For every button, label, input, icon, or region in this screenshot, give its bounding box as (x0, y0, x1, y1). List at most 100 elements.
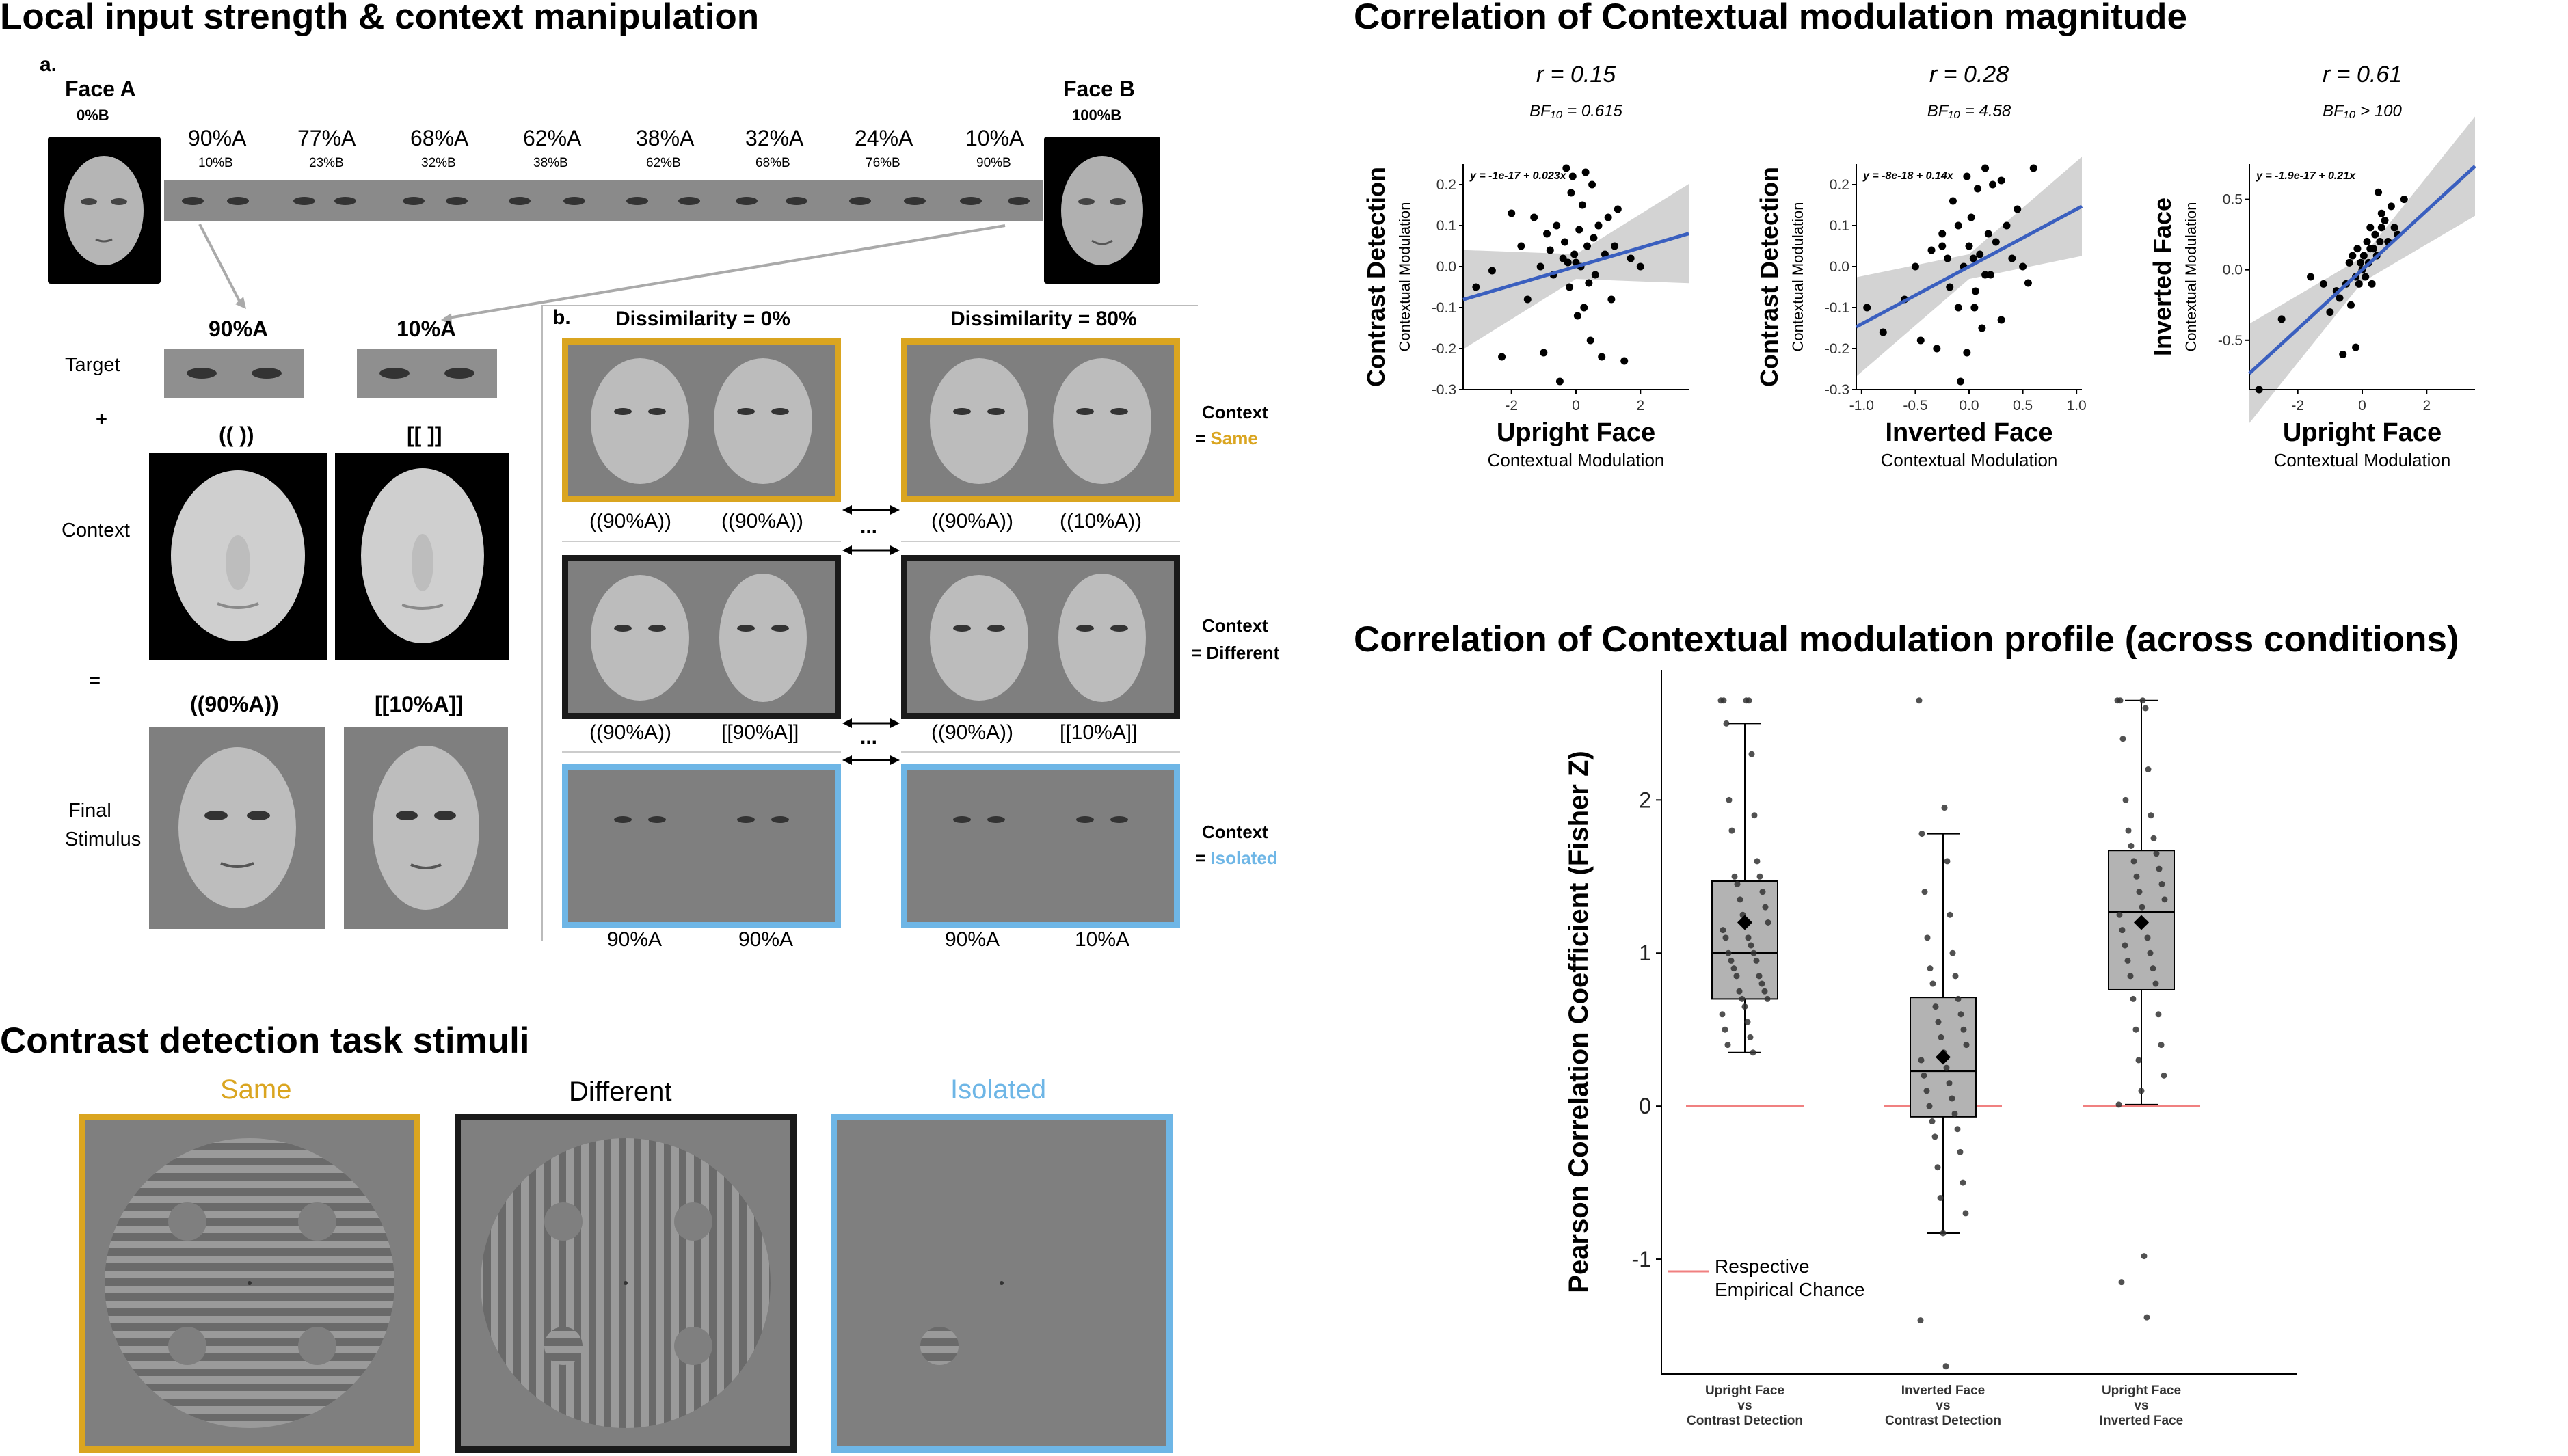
data-point (1942, 1363, 1949, 1370)
scatter-point (2003, 221, 2011, 230)
scatter-point (1863, 304, 1871, 312)
equals-sign: = (89, 670, 101, 692)
scatter-point (2377, 209, 2385, 217)
scatter-point (1540, 349, 1548, 357)
frame-different-right-faces (930, 574, 1146, 702)
data-point (1722, 934, 1729, 941)
scatter-point (1591, 271, 1599, 279)
scatter-point (1965, 242, 1973, 250)
data-point (1931, 1133, 1938, 1140)
scatter-point (1938, 242, 1947, 250)
y-tick-label: 0.1 (1436, 218, 1456, 234)
bayes-factor: BF₁₀ = 0.615 (1529, 102, 1622, 120)
profile-box-plot: -1 0 1 2 Pearson Correlation Coefficient (Fi… (1564, 670, 2297, 1428)
scatter-point (1517, 242, 1525, 250)
scatter-point (1974, 185, 1982, 193)
data-point (1723, 720, 1730, 727)
frame-isolated-left (562, 764, 841, 928)
face-a-sub: 0%B (77, 107, 109, 124)
data-point (2153, 850, 2160, 857)
scatter-point (1614, 205, 1622, 213)
data-point (1918, 831, 1925, 837)
scatter-point (1944, 254, 1952, 262)
dissimilarity-left: Dissimilarity = 0% (615, 308, 790, 330)
x-tick-label: 0.5 (2013, 398, 2033, 414)
x-tick-label: 2 (1636, 398, 1644, 414)
data-point (2125, 827, 2132, 834)
data-point (1957, 1148, 1964, 1155)
stim-label: ((90%A)) (589, 510, 672, 532)
target-left-eyes (187, 368, 282, 379)
context-left-label: (( )) (219, 422, 254, 447)
scatter-point (1954, 221, 1962, 230)
data-point (1923, 1088, 1930, 1094)
morph-step-top: 77%A (297, 126, 356, 150)
y-axis-subtitle: Contextual Modulation (1789, 202, 1806, 352)
context-same-label: Context (1202, 402, 1268, 422)
data-point (1754, 858, 1761, 865)
stim-label: ((90%A)) (931, 721, 1014, 744)
scatter-point (2366, 245, 2375, 253)
y-tick-label: 1 (1639, 941, 1651, 965)
contrast-title: Contrast detection task stimuli (0, 1021, 530, 1061)
data-point (1949, 949, 1956, 956)
row-separators (562, 505, 1180, 765)
x-tick-label: 2 (2422, 398, 2431, 414)
data-point (2135, 1057, 2142, 1064)
dissimilarity-right: Dissimilarity = 80% (950, 308, 1137, 330)
final-label-1: Final (68, 800, 111, 822)
scatter-point (2371, 230, 2379, 239)
bayes-factor: BF₁₀ > 100 (2323, 102, 2402, 120)
data-point (1756, 973, 1763, 980)
context-isolated-label: Context (1202, 822, 1268, 842)
data-point (2141, 1253, 2148, 1260)
data-point (1960, 1179, 1966, 1186)
data-point (1736, 988, 1743, 995)
scatter-point (1561, 238, 1568, 246)
data-point (2138, 1088, 2145, 1094)
frame-same-right (901, 338, 1180, 502)
final-left-face (178, 747, 296, 908)
data-point (2136, 889, 2143, 895)
magnitude-title: Correlation of Contextual modulation mag… (1354, 0, 2187, 37)
x-tick-label: -0.5 (1903, 398, 1927, 414)
scatter-panel: r = 0.61 BF₁₀ > 100 -0.5 0.0 0.5 -2 0 2 y = -1.9… (2148, 62, 2476, 470)
scatter-point (1583, 242, 1591, 250)
scatter-point (1567, 189, 1575, 197)
data-point (1946, 1080, 1953, 1087)
final-label-2: Stimulus (65, 828, 142, 850)
scatter-point (1989, 180, 1997, 189)
data-point (1941, 805, 1948, 811)
scatter-point (2366, 224, 2375, 232)
face-a-name: Face A (65, 77, 136, 101)
data-point (2139, 904, 2145, 911)
scatter-point (1969, 254, 1977, 262)
data-point (1955, 995, 1962, 1002)
mean-marker (2134, 915, 2149, 930)
scatter-point (1570, 250, 1579, 258)
scatter-point (1581, 168, 1590, 176)
box-group (1686, 697, 1804, 1107)
data-point (2133, 873, 2140, 880)
grating-same (105, 1138, 394, 1428)
box-group (1884, 697, 2002, 1370)
scatter-point (1498, 353, 1506, 361)
ctx-isolated: Isolated (1210, 848, 1278, 868)
y-axis-subtitle: Contextual Modulation (1396, 202, 1413, 352)
y-axis-subtitle: Contextual Modulation (2182, 202, 2199, 352)
final-right-image (344, 727, 508, 929)
x-category-label: Contrast Detection (1885, 1414, 2001, 1428)
mean-marker (1737, 915, 1752, 930)
contrast-panel-isolated (831, 1114, 1173, 1453)
data-point (1746, 697, 1752, 704)
y-axis-title: Inverted Face (2148, 198, 2176, 356)
scatter-point (1981, 271, 1990, 279)
scatter-point (1956, 377, 1964, 386)
scatter-point (1611, 242, 1619, 250)
x-category-label: vs (1936, 1399, 1950, 1413)
data-point (1750, 1049, 1756, 1056)
data-point (2161, 896, 2168, 903)
scatter-point (1488, 267, 1496, 275)
scatter-point (2008, 254, 2016, 262)
data-point (2118, 1279, 2125, 1286)
